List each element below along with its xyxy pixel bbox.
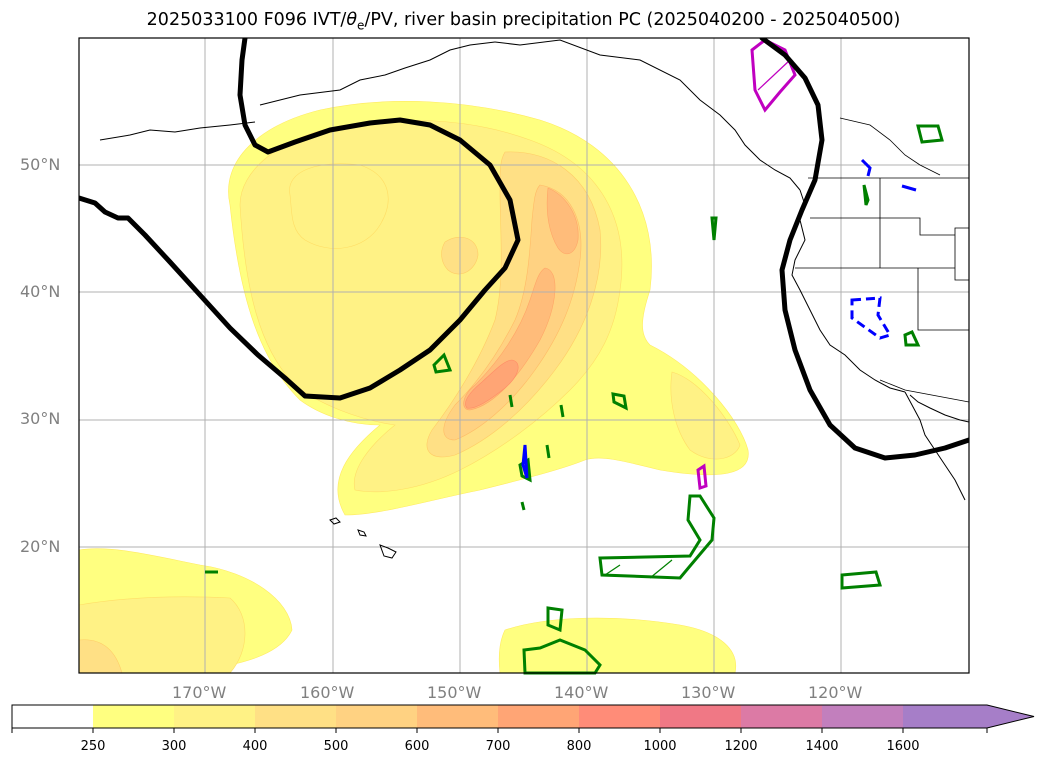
lon-tick-label: 130°W [681,683,736,702]
colorbar-tick-label: 1200 [724,739,758,754]
lat-tick-label: 20°N [20,537,61,556]
colorbar-tick-label: 800 [566,739,592,754]
map-frame [78,37,970,674]
coastlines [99,39,969,559]
colorbar-tick-label: 1400 [805,739,839,754]
lat-tick-label: 30°N [20,409,61,428]
colorbar-tick-label: 500 [323,739,349,754]
colorbar [11,704,1035,733]
blue-contours [521,158,917,479]
ivt-300-fill [239,119,741,493]
ivt-filled-contours [79,100,749,673]
graticule [79,38,969,673]
ivt-south-300-fill [79,596,246,673]
lon-tick-label: 120°W [808,683,863,702]
lon-tick-label: 160°W [300,683,355,702]
colorbar-tick-label: 250 [80,739,106,754]
colorbar-tick-label: 400 [242,739,268,754]
colorbar-tick-label: 1000 [643,739,677,754]
ivt-500-fill [443,184,582,441]
lat-tick-label: 40°N [20,282,61,301]
lat-tick-label: 50°N [20,155,61,174]
colorbar-tick-label: 700 [485,739,511,754]
political-borders [795,117,970,403]
pv-contour [79,38,969,461]
map-title: 2025033100 F096 IVT/θe/PV, river basin p… [146,10,901,33]
colorbar-tick-label: 600 [404,739,430,754]
lon-tick-label: 170°W [172,683,227,702]
colorbar-tick-label: 300 [161,739,187,754]
ivt-700-fill [465,359,519,409]
colorbar-tick-label: 1600 [886,739,920,754]
lon-tick-label: 140°W [554,683,609,702]
lon-tick-label: 150°W [427,683,482,702]
